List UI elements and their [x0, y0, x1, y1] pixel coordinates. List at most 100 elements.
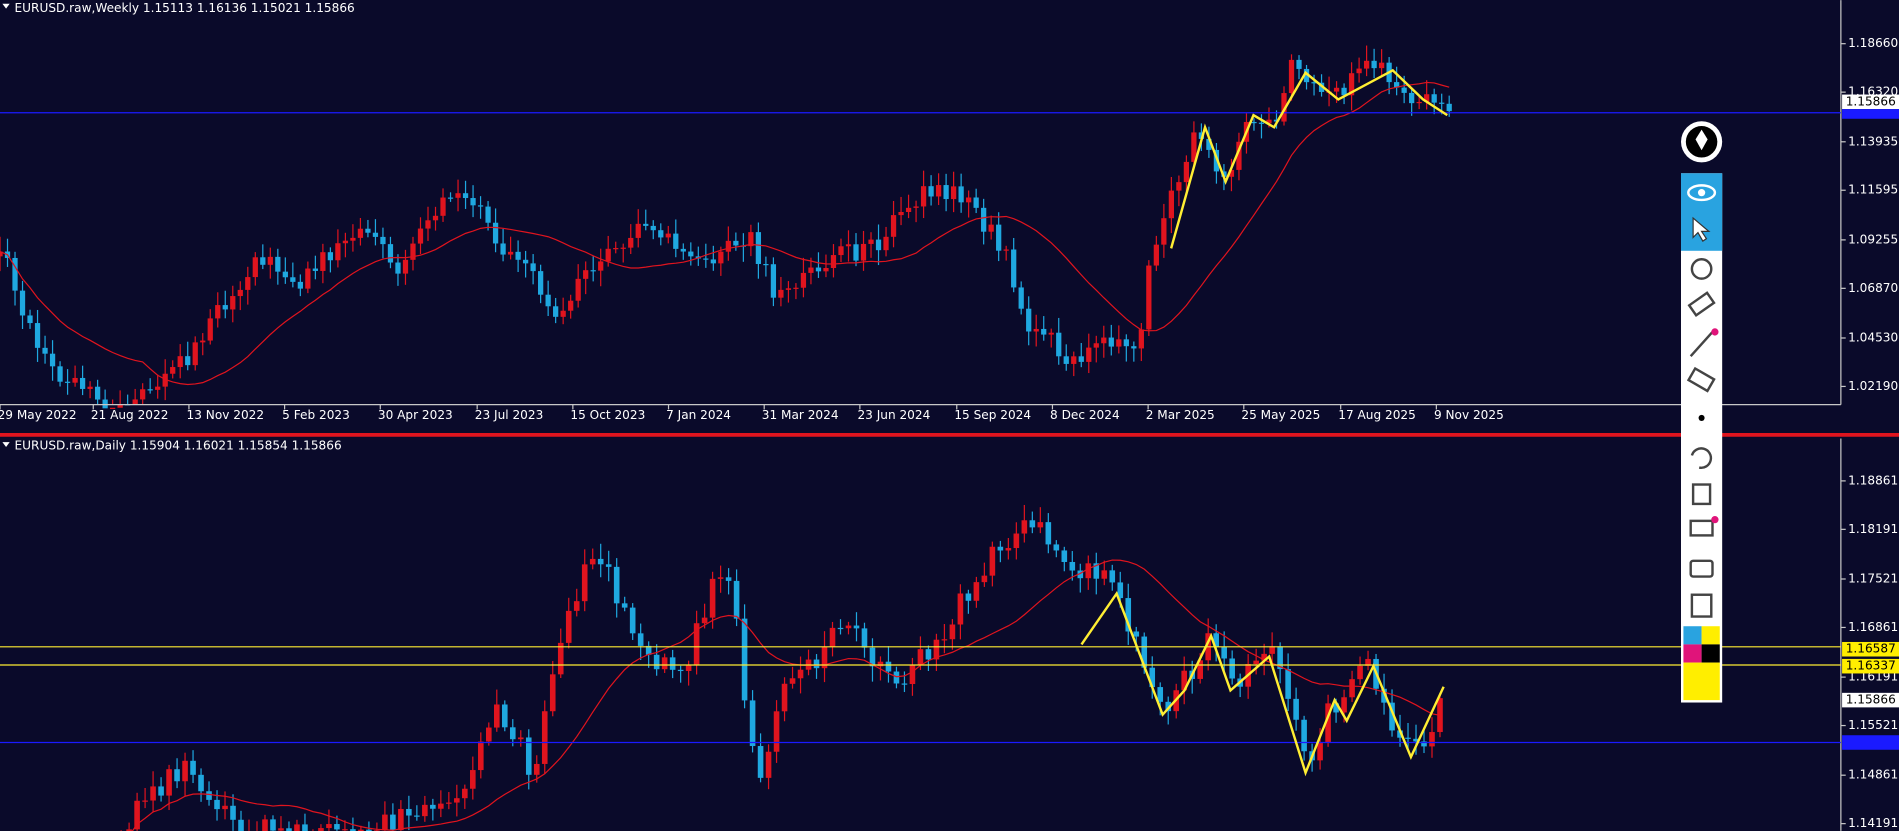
candle — [557, 642, 564, 675]
candle — [718, 251, 724, 264]
timer-button[interactable] — [1690, 258, 1713, 280]
candle — [522, 259, 529, 264]
candle — [1333, 703, 1339, 713]
collapse-arrow[interactable] — [2, 3, 10, 9]
candle — [1138, 329, 1144, 349]
price-tag — [1842, 735, 1899, 750]
candle — [1446, 103, 1452, 112]
price-label: 1.18660 — [1848, 36, 1898, 50]
date-label: 29 May 2022 — [0, 408, 77, 422]
candle — [1266, 119, 1272, 124]
candle — [1365, 658, 1371, 666]
candle — [1228, 169, 1235, 177]
candle — [230, 805, 236, 820]
delete-button[interactable] — [1691, 483, 1712, 506]
candle — [1093, 343, 1099, 348]
candle — [446, 802, 452, 804]
screen-button[interactable] — [1689, 519, 1714, 537]
candle — [182, 760, 188, 782]
candle — [1389, 702, 1395, 731]
candle — [1285, 669, 1291, 699]
line-button[interactable] — [1689, 331, 1714, 357]
color-cyan[interactable] — [1683, 626, 1702, 645]
candle — [1269, 646, 1275, 654]
clipboard-button[interactable] — [1690, 593, 1713, 618]
candle — [1413, 738, 1419, 742]
candle — [470, 770, 476, 789]
candle — [1093, 563, 1100, 579]
candle — [538, 271, 544, 295]
price-label: 1.14191 — [1848, 816, 1898, 830]
candle — [294, 824, 300, 831]
candle — [305, 268, 311, 289]
candle — [1409, 92, 1415, 104]
candle — [1349, 679, 1355, 698]
labels: 1.186601.163201.139351.115951.092551.068… — [0, 36, 1899, 830]
candle — [447, 197, 454, 199]
dot-button[interactable] — [1698, 414, 1705, 421]
candle — [190, 760, 196, 775]
eraser-button[interactable] — [1686, 366, 1716, 393]
candle — [134, 800, 140, 830]
candle — [327, 252, 334, 261]
price-label: 1.17521 — [1848, 571, 1898, 585]
candle — [853, 625, 860, 629]
price-label: 1.14861 — [1848, 768, 1898, 782]
current-color[interactable] — [1683, 662, 1720, 701]
candle — [549, 674, 556, 712]
candle — [1439, 102, 1445, 104]
candle — [701, 617, 708, 624]
candle — [1108, 337, 1114, 347]
candle — [1356, 68, 1362, 74]
candle — [87, 386, 93, 389]
camera-button[interactable] — [1689, 559, 1714, 578]
candle — [425, 220, 431, 229]
candle — [958, 186, 964, 203]
ruler-button[interactable] — [1687, 291, 1716, 317]
color-magenta[interactable] — [1683, 644, 1702, 663]
candle — [620, 247, 626, 249]
price-label: 1.04530 — [1848, 330, 1898, 344]
candle — [390, 814, 396, 831]
date-label: 23 Jun 2024 — [857, 408, 930, 422]
date-label: 13 Nov 2022 — [187, 408, 265, 422]
candle — [1424, 94, 1430, 102]
color-yellow[interactable] — [1701, 626, 1720, 645]
candle — [302, 824, 308, 831]
candle — [813, 659, 820, 669]
candle — [142, 800, 148, 802]
candle — [757, 746, 764, 778]
candle — [525, 737, 532, 775]
candle — [710, 259, 716, 264]
candle — [1325, 703, 1331, 743]
candle — [613, 566, 620, 604]
candle — [1005, 548, 1012, 551]
candle — [635, 223, 641, 238]
candle — [966, 197, 972, 203]
candle — [797, 669, 804, 679]
collapse-arrow[interactable] — [2, 442, 10, 447]
undo-button[interactable] — [1690, 447, 1713, 469]
candle — [1063, 356, 1069, 364]
candle — [685, 665, 692, 671]
candle — [1371, 60, 1377, 69]
candle — [1131, 346, 1137, 349]
candle — [230, 296, 236, 310]
cursor-button[interactable] — [1692, 216, 1711, 242]
candle — [365, 228, 371, 233]
candle — [0, 251, 3, 257]
candle — [1071, 356, 1077, 364]
candle — [1348, 73, 1355, 96]
candle — [789, 678, 796, 684]
color-black[interactable] — [1701, 644, 1720, 663]
candle — [793, 287, 799, 289]
eye-button[interactable] — [1687, 184, 1717, 202]
candle — [1317, 742, 1323, 761]
candle — [19, 290, 26, 316]
date-label: 23 Jul 2023 — [475, 408, 544, 422]
candle — [342, 240, 349, 244]
candle — [693, 623, 700, 666]
price-label: 1.15521 — [1848, 718, 1898, 732]
candle — [166, 769, 172, 796]
